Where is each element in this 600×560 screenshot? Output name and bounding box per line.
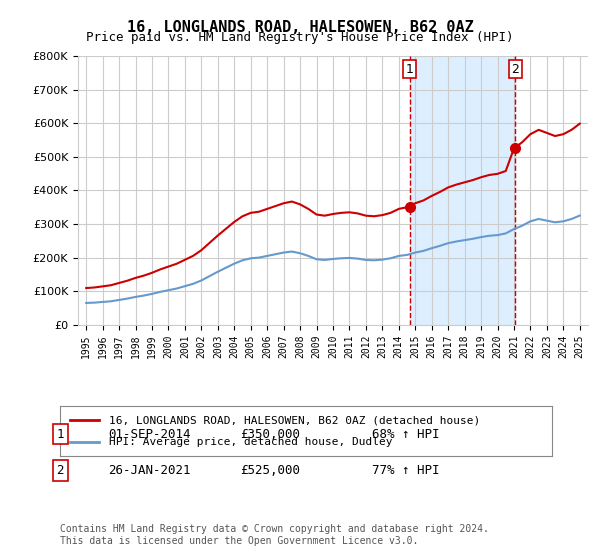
Text: 01-SEP-2014: 01-SEP-2014 — [108, 427, 191, 441]
Text: 26-JAN-2021: 26-JAN-2021 — [108, 464, 191, 477]
Text: Price paid vs. HM Land Registry's House Price Index (HPI): Price paid vs. HM Land Registry's House … — [86, 31, 514, 44]
Bar — [410, 56, 515, 325]
Text: £350,000: £350,000 — [240, 427, 300, 441]
Text: 2: 2 — [511, 63, 519, 76]
Text: 77% ↑ HPI: 77% ↑ HPI — [372, 464, 439, 477]
Text: 2: 2 — [56, 464, 64, 477]
Text: 16, LONGLANDS ROAD, HALESOWEN, B62 0AZ: 16, LONGLANDS ROAD, HALESOWEN, B62 0AZ — [127, 20, 473, 35]
Text: Contains HM Land Registry data © Crown copyright and database right 2024.
This d: Contains HM Land Registry data © Crown c… — [60, 524, 489, 546]
Text: HPI: Average price, detached house, Dudley: HPI: Average price, detached house, Dudl… — [109, 437, 392, 447]
Text: 16, LONGLANDS ROAD, HALESOWEN, B62 0AZ (detached house): 16, LONGLANDS ROAD, HALESOWEN, B62 0AZ (… — [109, 415, 481, 425]
Text: 1: 1 — [56, 427, 64, 441]
Text: £525,000: £525,000 — [240, 464, 300, 477]
Text: 68% ↑ HPI: 68% ↑ HPI — [372, 427, 439, 441]
Text: 1: 1 — [406, 63, 414, 76]
